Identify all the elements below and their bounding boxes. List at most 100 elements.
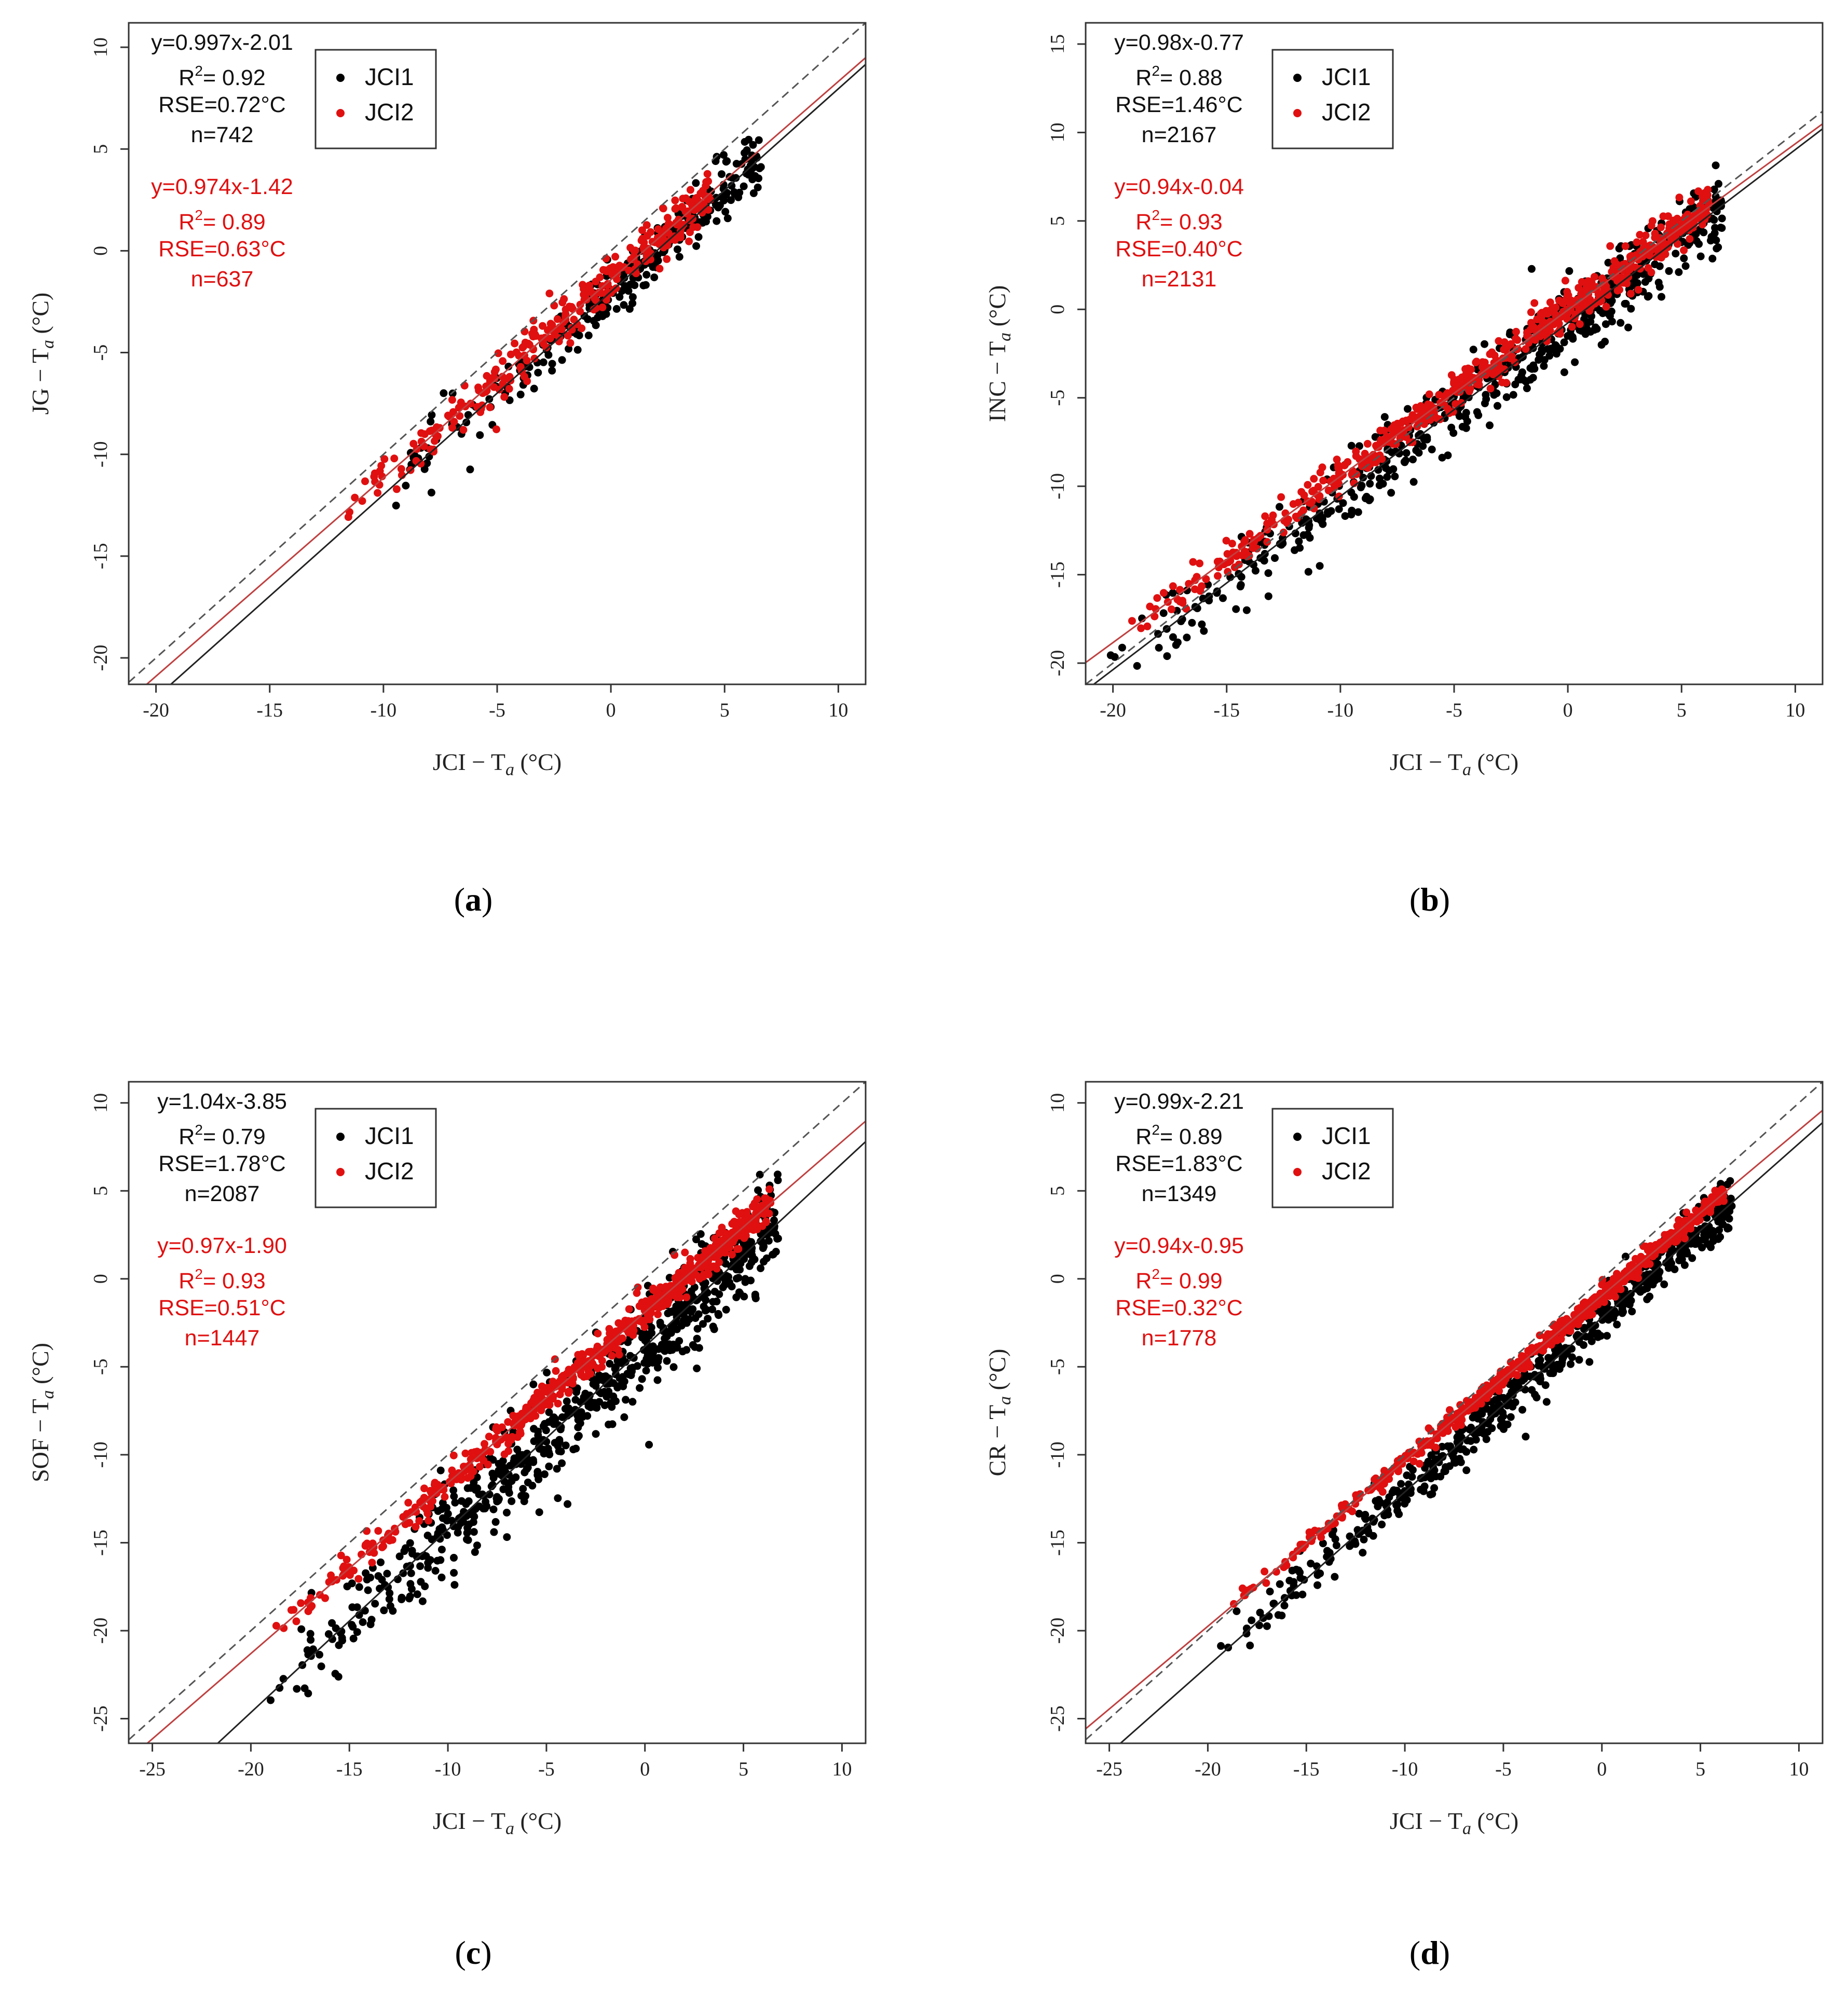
data-point-jci1 (1380, 413, 1389, 421)
data-point-jci1 (405, 1594, 414, 1603)
data-point-jci1 (639, 1332, 648, 1340)
data-point-jci2 (1552, 304, 1560, 312)
data-point-jci1 (722, 1305, 730, 1314)
data-point-jci1 (465, 1520, 473, 1528)
data-point-jci1 (304, 1689, 312, 1698)
data-point-jci2 (1687, 197, 1695, 205)
data-point-jci1 (1456, 1455, 1464, 1463)
data-point-jci2 (1675, 1216, 1683, 1224)
data-point-jci2 (734, 1245, 743, 1253)
data-point-jci2 (1310, 475, 1318, 483)
y-tick-label: 15 (1047, 34, 1069, 54)
data-point-jci1 (642, 1367, 650, 1375)
data-point-jci1 (1118, 643, 1126, 652)
data-point-jci1 (1200, 627, 1208, 635)
x-tick-label: 10 (1785, 699, 1805, 721)
data-point-jci1 (1633, 279, 1641, 287)
data-point-jci1 (1710, 185, 1718, 194)
data-point-jci1 (470, 1528, 478, 1536)
data-point-jci2 (405, 1519, 413, 1527)
data-point-jci2 (485, 1433, 493, 1441)
data-point-jci2 (678, 203, 687, 212)
data-point-jci1 (690, 1283, 699, 1291)
data-point-jci2 (596, 1351, 604, 1359)
data-point-jci2 (374, 489, 382, 497)
panel-caption: (b) (1409, 881, 1450, 918)
data-point-jci1 (554, 1421, 563, 1429)
data-point-jci1 (1248, 1616, 1256, 1624)
data-point-jci1 (703, 213, 711, 221)
data-point-jci2 (625, 266, 633, 274)
data-point-jci1 (718, 170, 725, 178)
data-point-jci2 (550, 301, 558, 310)
data-point-jci2 (1655, 1245, 1663, 1254)
data-point-jci1 (437, 1573, 446, 1581)
data-point-jci2 (1409, 1457, 1418, 1466)
data-point-jci1 (558, 1413, 566, 1421)
data-point-jci1 (1672, 250, 1680, 258)
data-point-jci1 (1608, 318, 1616, 326)
data-point-jci1 (538, 1445, 546, 1453)
data-point-jci2 (272, 1622, 280, 1630)
data-point-jci2 (505, 384, 513, 393)
data-point-jci2 (1238, 1584, 1247, 1592)
data-point-jci2 (1563, 292, 1571, 300)
data-point-jci1 (1372, 1497, 1380, 1505)
data-point-jci1 (1518, 1406, 1526, 1414)
data-point-jci1 (653, 1376, 662, 1384)
data-point-jci1 (1583, 325, 1591, 333)
data-point-jci1 (764, 1237, 773, 1245)
data-point-jci2 (671, 196, 679, 204)
data-point-jci1 (1545, 352, 1554, 360)
data-point-jci1 (564, 1500, 572, 1508)
data-point-jci2 (1557, 1335, 1565, 1343)
data-point-jci1 (431, 1567, 440, 1575)
data-point-jci1 (1370, 1518, 1377, 1526)
data-point-jci1 (1335, 505, 1343, 513)
data-point-jci1 (682, 1346, 691, 1354)
data-point-jci1 (1541, 1381, 1550, 1389)
data-point-jci2 (1568, 323, 1576, 331)
data-point-jci2 (762, 1217, 770, 1225)
r-squared: R2= 0.79 (179, 1122, 265, 1149)
data-point-jci2 (688, 202, 696, 211)
data-point-jci2 (1626, 254, 1635, 263)
data-point-jci2 (1567, 1321, 1576, 1330)
data-point-jci2 (1444, 405, 1452, 413)
x-tick-label: -20 (143, 699, 169, 721)
data-point-jci2 (1464, 364, 1472, 373)
data-point-jci2 (461, 1449, 470, 1457)
data-point-jci1 (1627, 1290, 1635, 1298)
data-point-jci1 (709, 1298, 717, 1306)
data-point-jci1 (1576, 326, 1584, 334)
data-point-jci1 (1462, 409, 1470, 417)
data-point-jci1 (1683, 1249, 1691, 1258)
data-point-jci1 (615, 1374, 624, 1382)
data-point-jci2 (503, 1434, 511, 1442)
data-point-jci1 (1358, 481, 1366, 490)
data-point-jci2 (379, 1536, 387, 1545)
data-point-jci1 (689, 1341, 697, 1349)
data-point-jci1 (516, 390, 525, 398)
data-point-jci2 (1292, 513, 1300, 521)
data-point-jci1 (545, 1462, 553, 1470)
data-point-jci2 (1513, 336, 1522, 344)
x-tick-label: -25 (139, 1758, 166, 1780)
data-point-jci2 (1594, 1300, 1602, 1309)
data-point-jci2 (655, 265, 664, 273)
data-point-jci1 (1260, 557, 1268, 565)
data-point-jci1 (1660, 1280, 1668, 1288)
data-point-jci1 (463, 1529, 471, 1537)
legend-label-jci2: JCI2 (1322, 99, 1371, 126)
data-point-jci1 (367, 1616, 376, 1624)
data-point-jci2 (504, 1418, 512, 1426)
data-point-jci1 (725, 1278, 734, 1287)
data-point-jci1 (1718, 214, 1726, 223)
data-point-jci1 (1424, 1457, 1432, 1466)
legend-marker-jci1 (1293, 74, 1302, 82)
data-point-jci1 (692, 1235, 700, 1244)
data-point-jci1 (628, 293, 637, 301)
data-point-jci1 (1567, 1360, 1575, 1368)
data-point-jci1 (505, 1489, 513, 1497)
data-point-jci1 (574, 1431, 583, 1440)
